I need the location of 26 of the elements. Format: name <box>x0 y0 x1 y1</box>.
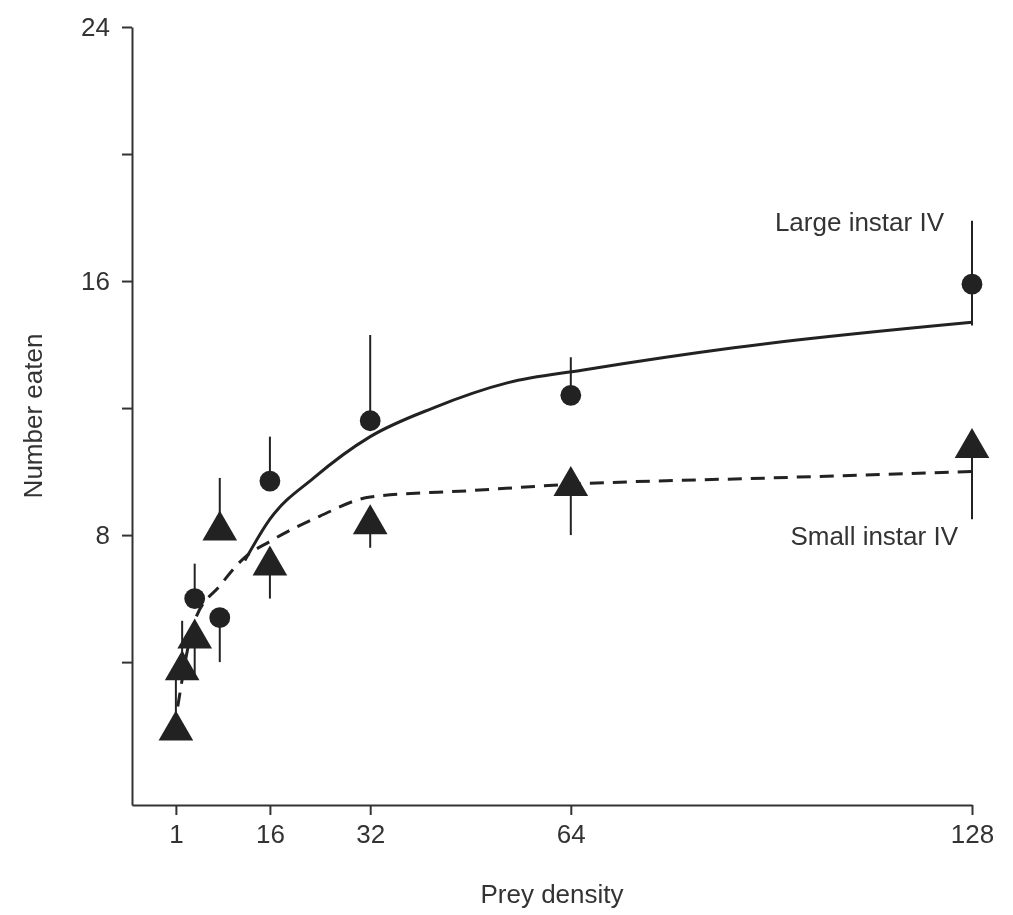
y-tick-label: 16 <box>81 265 110 296</box>
point <box>259 470 281 492</box>
y-axis-title: Number eaten <box>18 333 48 499</box>
x-tick-label: 32 <box>356 819 386 850</box>
point <box>954 427 990 458</box>
point <box>164 650 200 681</box>
point <box>560 384 582 406</box>
point <box>177 618 213 649</box>
x-tick-label: 128 <box>950 819 995 850</box>
point <box>352 504 388 535</box>
x-axis-title: Prey density <box>480 879 624 909</box>
series-label: Large instar IV <box>774 206 945 237</box>
text: Small instar IV <box>790 521 959 552</box>
point <box>252 545 288 576</box>
point <box>184 588 206 609</box>
x-tick-label: 16 <box>255 819 285 850</box>
point <box>158 710 194 741</box>
y-tick-label: 24 <box>81 11 110 42</box>
point <box>209 607 231 629</box>
point <box>359 410 381 432</box>
x-tick-label: 1 <box>169 819 184 850</box>
point <box>202 510 238 541</box>
point <box>961 273 983 295</box>
point <box>553 466 589 497</box>
y-tick-label: 8 <box>95 519 110 550</box>
x-tick-label: 64 <box>556 819 586 850</box>
